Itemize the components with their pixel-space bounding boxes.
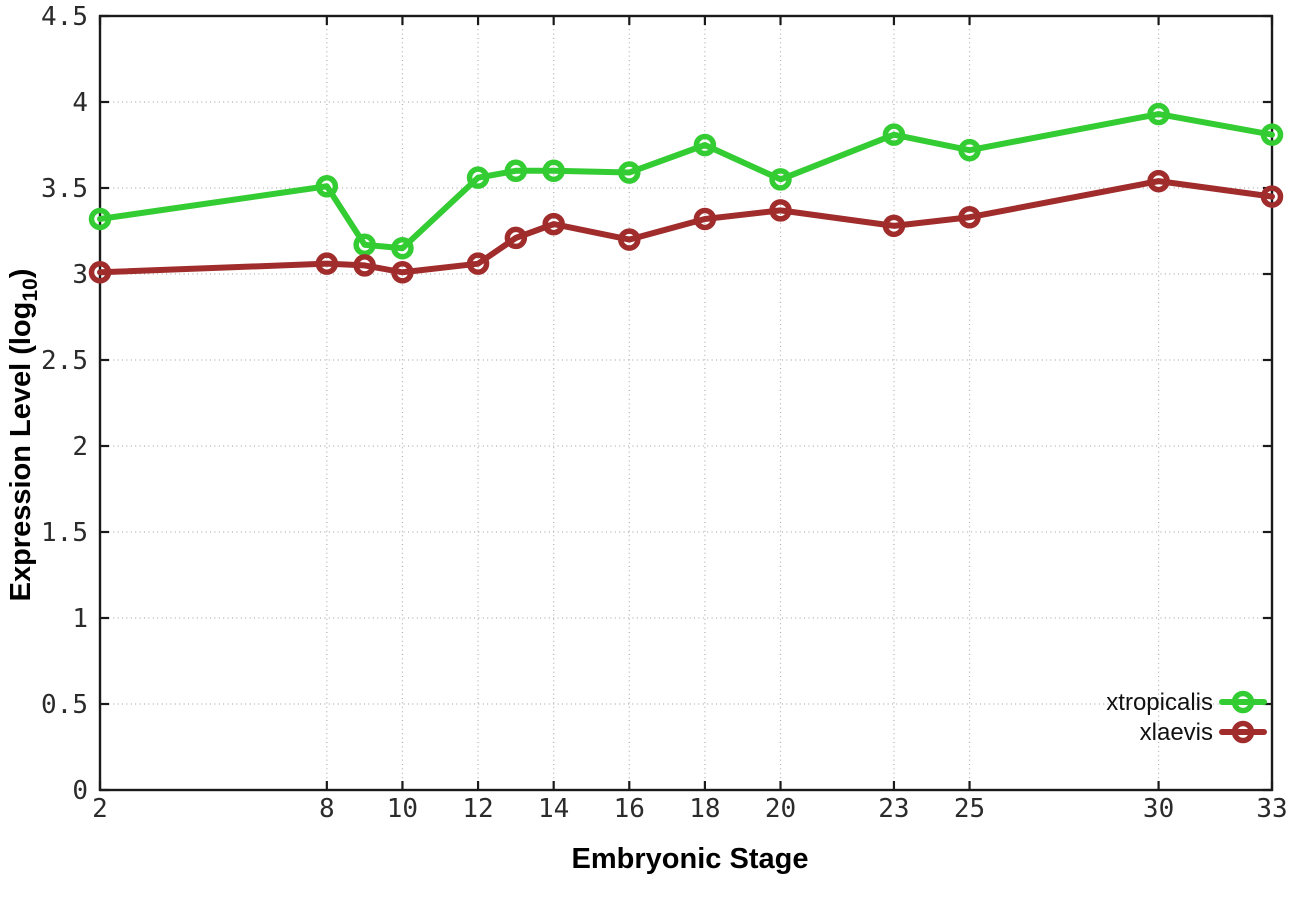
data-point-xtropicalis: [353, 233, 376, 257]
x-tick-label: 20: [765, 794, 796, 824]
axis-ticks: [98, 14, 1274, 792]
x-tick-label: 10: [387, 794, 418, 824]
data-point-xtropicalis: [1260, 123, 1284, 146]
y-tick-label: 4: [72, 88, 88, 118]
x-tick-label: 30: [1143, 794, 1174, 824]
data-point-xlaevis: [391, 261, 414, 284]
data-point-xtropicalis: [542, 159, 565, 183]
data-point-xtropicalis: [466, 166, 490, 189]
y-axis-title-close: ): [5, 269, 37, 279]
y-tick-label: 4.5: [41, 2, 88, 32]
data-point-xtropicalis: [618, 161, 641, 184]
data-point-xtropicalis: [693, 133, 717, 157]
x-axis-title: Embryonic Stage: [572, 843, 809, 875]
x-tick-label: 16: [614, 794, 645, 824]
y-axis-title: Expression Level (log10): [5, 269, 42, 602]
data-point-xlaevis: [542, 212, 565, 236]
tick-labels: 2 8 10 12 14 16 18 20 23 25 30 33 0 0.5 1 1.5 2 2.5 3 3.5 4 4…: [41, 2, 1288, 824]
x-tick-label: 25: [954, 794, 985, 824]
data-point-xlaevis: [504, 226, 528, 250]
y-tick-label: 2: [72, 432, 88, 462]
legend-label-xlaevis: xlaevis: [1140, 719, 1213, 746]
data-series: [88, 102, 1284, 284]
y-tick-label: 1.5: [41, 518, 88, 548]
data-point-xtropicalis: [391, 236, 414, 260]
y-axis-title-main: Expression Level (log: [5, 302, 37, 602]
x-tick-label: 2: [92, 794, 108, 824]
data-point-xlaevis: [353, 254, 376, 277]
legend-sample-marker-xtropicalis: [1231, 690, 1255, 714]
data-point-xlaevis: [88, 261, 112, 284]
legend: xtropicalis xlaevis: [1106, 689, 1267, 746]
y-tick-label: 3.5: [41, 174, 88, 204]
data-point-xlaevis: [1147, 169, 1170, 193]
y-tick-label: 2.5: [41, 346, 88, 376]
data-point-xtropicalis: [882, 123, 906, 146]
data-point-xtropicalis: [1147, 102, 1170, 126]
data-point-xtropicalis: [315, 175, 339, 198]
data-point-xlaevis: [315, 252, 339, 275]
y-axis-title-subscript: 10: [19, 278, 42, 301]
plot-border: [98, 14, 1274, 792]
data-point-xlaevis: [958, 205, 981, 229]
x-tick-label: 12: [462, 794, 493, 824]
grid-lines: [99, 15, 1273, 791]
data-point-xtropicalis: [769, 168, 792, 191]
x-tick-label: 8: [319, 794, 335, 824]
legend-label-xtropicalis: xtropicalis: [1106, 689, 1213, 716]
y-tick-label: 0.5: [41, 690, 88, 720]
x-tick-label: 14: [538, 794, 569, 824]
y-tick-label: 0: [72, 776, 88, 806]
y-tick-label: 3: [72, 260, 88, 290]
data-point-xlaevis: [769, 199, 792, 222]
data-point-xlaevis: [882, 214, 906, 238]
series-line-xtropicalis: [97, 111, 1275, 252]
data-point-xtropicalis: [958, 138, 981, 162]
x-tick-label: 23: [878, 794, 909, 824]
data-point-xlaevis: [693, 207, 717, 231]
data-point-xlaevis: [1260, 185, 1284, 208]
y-tick-label: 1: [72, 604, 88, 634]
data-point-xlaevis: [618, 228, 641, 251]
data-point-xtropicalis: [88, 207, 112, 231]
data-point-xtropicalis: [504, 159, 528, 183]
legend-sample-marker-xlaevis: [1231, 720, 1255, 744]
x-tick-label: 33: [1256, 794, 1287, 824]
x-tick-label: 18: [689, 794, 720, 824]
data-point-xlaevis: [466, 252, 490, 275]
